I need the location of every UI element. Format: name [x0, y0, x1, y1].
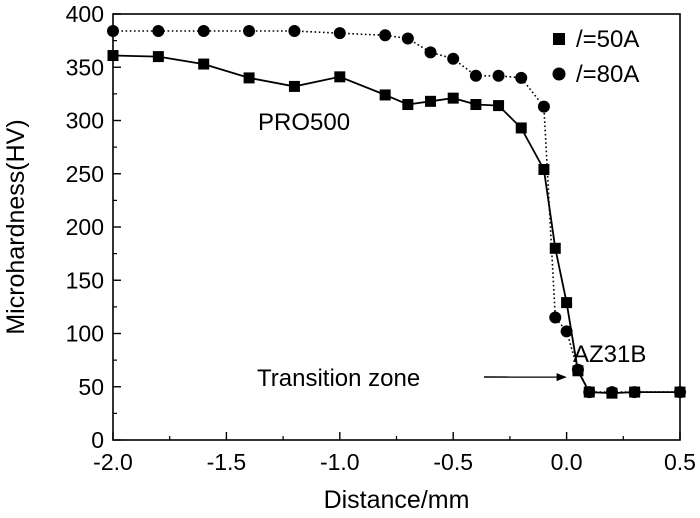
data-point [333, 27, 346, 40]
data-point [560, 325, 573, 338]
x-tick-label: -0.5 [433, 449, 473, 475]
data-point [583, 386, 596, 399]
data-point [492, 69, 505, 82]
x-tick-label: 0.0 [551, 449, 583, 475]
y-axis-ticks: 0 50 100 150 200 250 300 350 400 [66, 1, 121, 453]
data-point [470, 99, 482, 111]
legend-marker-circle [552, 67, 566, 81]
data-point [107, 25, 119, 38]
y-tick-label: 0 [91, 427, 104, 453]
legend: /=50A /=80A [552, 26, 639, 88]
data-point [243, 25, 256, 38]
x-tick-label: -1.5 [207, 449, 247, 475]
data-point [447, 92, 459, 104]
data-point [288, 80, 300, 92]
data-point [537, 100, 550, 113]
data-point [152, 25, 165, 38]
data-point [379, 89, 391, 101]
data-point [243, 72, 255, 84]
data-point [549, 242, 561, 254]
series-line [113, 30, 680, 393]
data-point [515, 122, 527, 134]
legend-label-80a: /=80A [576, 61, 639, 88]
series-layer [107, 25, 686, 399]
data-point [515, 71, 528, 84]
x-tick-label: 0.5 [664, 449, 696, 475]
data-point [538, 163, 550, 175]
annotation-transition-zone: Transition zone [257, 365, 420, 392]
data-point [402, 99, 414, 111]
data-point [152, 51, 164, 63]
data-point [425, 95, 437, 107]
data-point [197, 25, 210, 38]
x-axis-ticks: -2.0 -1.5 -1.0 -0.5 0.0 0.5 [93, 432, 696, 475]
y-tick-label: 400 [66, 1, 104, 27]
data-point [288, 25, 301, 38]
data-point [447, 52, 460, 65]
y-tick-label: 100 [66, 321, 104, 347]
y-tick-label: 300 [66, 108, 104, 134]
data-point [334, 71, 346, 83]
data-point [605, 386, 618, 399]
data-point [674, 386, 686, 399]
data-point [107, 50, 119, 62]
data-point [561, 297, 573, 309]
legend-label-50a: /=50A [576, 26, 639, 53]
annotation-az31b: AZ31B [573, 341, 646, 368]
annotation-pro500: PRO500 [258, 109, 350, 136]
data-point [424, 46, 437, 59]
data-point [469, 69, 482, 82]
y-tick-label: 150 [66, 267, 104, 293]
data-point [549, 311, 562, 324]
y-tick-label: 50 [78, 374, 104, 400]
data-point [493, 100, 505, 112]
data-point [628, 386, 641, 399]
data-point [571, 363, 584, 376]
x-tick-label: -1.0 [320, 449, 360, 475]
y-tick-label: 200 [66, 214, 104, 240]
y-tick-label: 250 [66, 161, 104, 187]
y-axis-title: Microhardness(HV) [2, 119, 30, 334]
series-80a [107, 25, 686, 399]
y-tick-label: 350 [66, 54, 104, 80]
data-point [401, 32, 414, 45]
x-axis-title: Distance/mm [324, 486, 470, 514]
x-tick-label: -2.0 [93, 449, 133, 475]
data-point [198, 58, 210, 70]
legend-marker-square [553, 33, 565, 45]
data-point [379, 29, 392, 42]
